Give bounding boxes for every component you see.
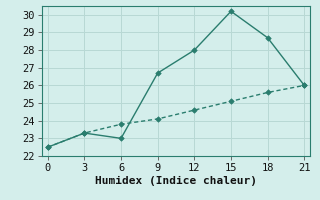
X-axis label: Humidex (Indice chaleur): Humidex (Indice chaleur) [95, 176, 257, 186]
